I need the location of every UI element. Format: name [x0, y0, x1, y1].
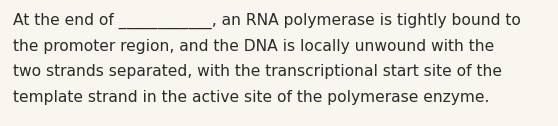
Text: template strand in the active site of the polymerase enzyme.: template strand in the active site of th…: [13, 89, 489, 104]
Text: At the end of ____________, an RNA polymerase is tightly bound to: At the end of ____________, an RNA polym…: [13, 13, 521, 29]
Text: the promoter region, and the DNA is locally unwound with the: the promoter region, and the DNA is loca…: [13, 39, 494, 54]
Text: two strands separated, with the transcriptional start site of the: two strands separated, with the transcri…: [13, 64, 502, 79]
